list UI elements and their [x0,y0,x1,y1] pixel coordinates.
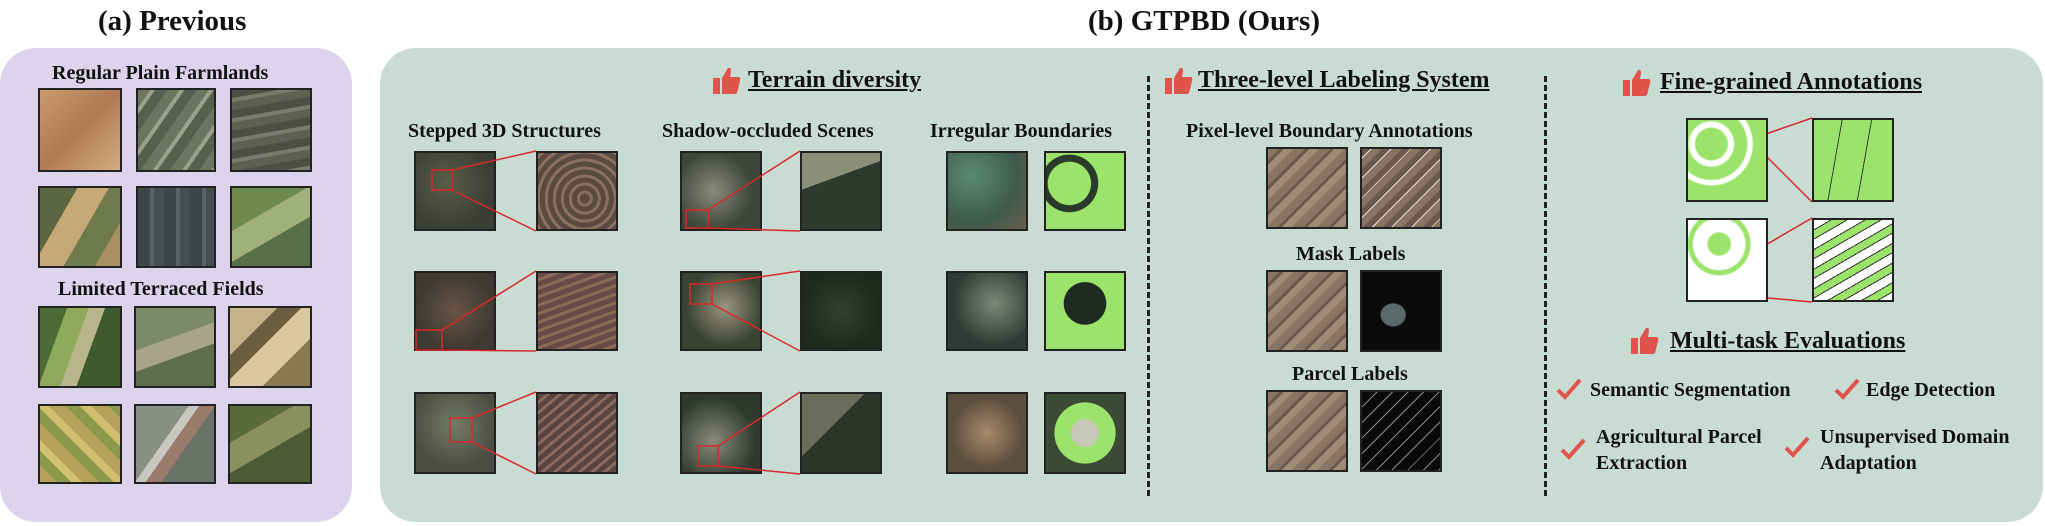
task-agricultural-parcel-extraction: Agricultural Parcel Extraction [1596,426,1762,474]
thumbs-up-icon [1631,327,1659,354]
irregular-boundary-mask [1044,271,1126,351]
ours-title: (b) GTPBD (Ours) [1088,5,1320,37]
check-icon [1560,438,1586,460]
regular-plain-farmlands-label: Regular Plain Farmlands [52,62,269,84]
shadow-scene-zoom [800,151,882,231]
fine-annotation-zoom [1812,218,1894,302]
limited-terraced-fields-label: Limited Terraced Fields [58,278,264,300]
irregular-boundary-mask [1044,392,1126,474]
shadow-scene-zoom [800,392,882,474]
task-unsupervised-domain-adaptation: Unsupervised Domain Adaptation [1820,426,2010,474]
three-level-labeling-heading: Three-level Labeling System [1198,67,1490,93]
stepped-terrain-image [414,392,496,474]
shadow-scene-zoom [800,271,882,351]
stepped-terrain-image [414,271,496,351]
thumbs-up-icon [1623,69,1651,96]
terrain-diversity-heading: Terrain diversity [748,67,922,93]
pixel-level-boundary-label: Pixel-level Boundary Annotations [1186,120,1473,142]
check-icon [1556,378,1582,400]
plain-farmland-image [136,186,216,268]
section-divider [1147,76,1150,496]
task-edge-detection: Edge Detection [1866,379,1996,401]
boundary-annotation-image [1266,147,1348,229]
stepped-terrain-image [414,151,496,231]
fine-grained-annotations-heading: Fine-grained Annotations [1660,69,1923,95]
shadow-scene-image [680,151,762,231]
stepped-terrain-zoom [536,271,618,351]
irregular-boundaries-label: Irregular Boundaries [930,120,1113,142]
parcel-source-image [1266,390,1348,472]
terraced-field-image [134,404,216,484]
irregular-boundary-mask [1044,151,1126,231]
previous-title: (a) Previous [98,5,247,37]
plain-farmland-image [230,88,312,172]
thumbs-up-icon [1165,67,1193,94]
plain-farmland-image [136,88,216,172]
stepped-terrain-zoom [536,151,618,231]
boundary-annotation-image [1360,147,1442,229]
fine-annotation-overview [1686,118,1768,202]
parcel-labels-label: Parcel Labels [1292,363,1408,385]
terraced-field-image [134,306,216,388]
irregular-boundary-image [946,392,1028,474]
multi-task-evaluations-heading: Multi-task Evaluations [1670,328,1906,354]
parcel-label-image [1360,390,1442,472]
shadow-occluded-scenes-label: Shadow-occluded Scenes [662,120,874,142]
irregular-boundary-image [946,271,1028,351]
terraced-field-image [228,306,312,388]
terraced-field-image [38,306,122,388]
task-semantic-segmentation: Semantic Segmentation [1590,379,1791,401]
thumbs-up-icon [713,67,741,94]
plain-farmland-image [38,186,122,268]
terraced-field-image [38,404,122,484]
plain-farmland-image [230,186,312,268]
plain-farmland-image [38,88,122,172]
stepped-3d-structures-label: Stepped 3D Structures [408,120,601,142]
check-icon [1834,378,1860,400]
mask-labels-label: Mask Labels [1296,243,1406,265]
terraced-field-image [228,404,312,484]
mask-label-image [1360,270,1442,352]
mask-source-image [1266,270,1348,352]
shadow-scene-image [680,392,762,474]
irregular-boundary-image [946,151,1028,231]
fine-annotation-overview [1686,218,1768,302]
shadow-scene-image [680,271,762,351]
check-icon [1784,436,1810,458]
section-divider [1544,76,1547,496]
fine-annotation-zoom [1812,118,1894,202]
stepped-terrain-zoom [536,392,618,474]
